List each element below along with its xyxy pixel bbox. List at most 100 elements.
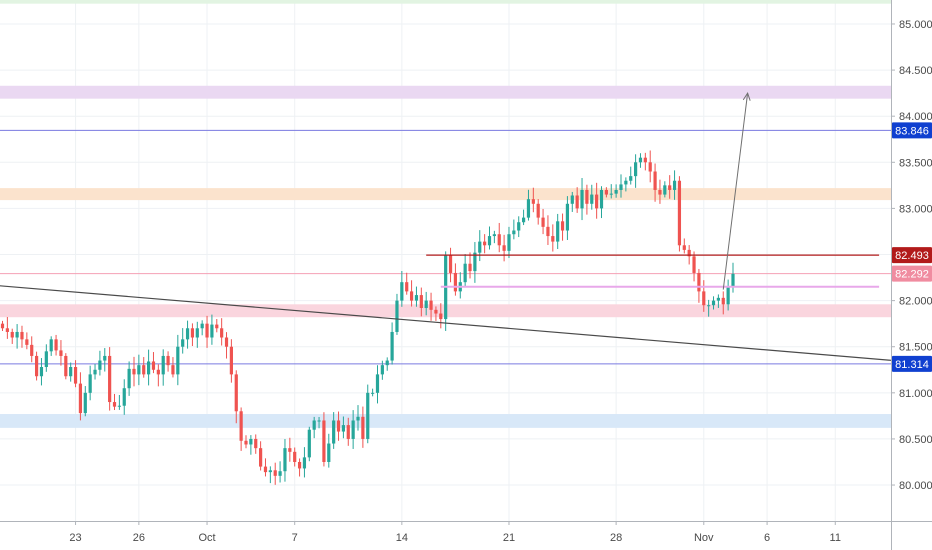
candle-body: [346, 425, 350, 439]
candle-body: [112, 402, 117, 407]
candle: [702, 280, 706, 312]
candle: [366, 384, 370, 444]
candle: [210, 314, 214, 345]
arrow-head: [742, 91, 751, 101]
candle: [570, 191, 574, 212]
time-tick-label: 28: [610, 532, 622, 544]
candle-body: [439, 313, 443, 320]
candle: [668, 175, 672, 199]
candle: [147, 349, 151, 386]
candle: [0, 320, 5, 332]
candle-body: [132, 368, 136, 375]
candle-body: [395, 300, 399, 332]
candle-body: [176, 346, 180, 375]
candle-body: [473, 252, 477, 272]
price-tick-label: 84.500: [899, 65, 932, 77]
candle-body: [44, 351, 48, 368]
candle: [473, 242, 477, 283]
candle: [536, 199, 540, 225]
candle: [512, 219, 516, 240]
candle-body: [361, 416, 365, 439]
candle-body: [69, 367, 73, 377]
candle: [234, 370, 238, 424]
projection-arrow: [722, 93, 749, 290]
candle: [429, 292, 433, 321]
candle: [317, 417, 321, 429]
candle-body: [541, 217, 545, 227]
candle-body: [478, 241, 482, 253]
candle: [677, 176, 682, 252]
candle-body: [93, 369, 97, 375]
candle-body: [336, 420, 341, 432]
candle: [726, 279, 730, 311]
candle-body: [419, 295, 423, 308]
candle: [385, 357, 389, 371]
candle: [565, 196, 570, 241]
candle: [108, 347, 112, 411]
candle: [302, 447, 307, 478]
candle-body: [614, 189, 618, 194]
candle: [293, 447, 297, 467]
candle: [25, 332, 29, 350]
price-tick-label: 83.000: [899, 203, 932, 215]
time-tick-label: Oct: [198, 532, 215, 544]
candle-body: [185, 328, 190, 340]
candle: [122, 379, 126, 415]
price-tick-label: 82.000: [899, 296, 932, 308]
candle: [634, 154, 638, 188]
candle: [380, 360, 384, 380]
candle-body: [122, 388, 126, 406]
candle-body: [468, 263, 472, 272]
candle: [599, 186, 604, 219]
candle-body: [244, 440, 248, 445]
candle: [560, 213, 565, 241]
price-zone: [0, 188, 891, 201]
candle-body: [663, 185, 667, 195]
candle-body: [278, 471, 282, 476]
time-tick-label: 6: [764, 532, 770, 544]
candle: [166, 351, 170, 372]
candle-body: [707, 305, 711, 307]
candle-body: [385, 360, 389, 366]
candle-body: [521, 217, 526, 223]
candle-body: [366, 392, 370, 439]
time-tick-label: 23: [69, 532, 81, 544]
price-badge-label: 82.493: [895, 250, 929, 262]
candle-body: [263, 466, 268, 473]
candle: [556, 213, 560, 250]
candle-body: [448, 255, 453, 273]
candle: [375, 365, 380, 404]
candle: [351, 410, 355, 449]
candle: [88, 365, 92, 401]
candle-body: [205, 323, 209, 338]
candle: [327, 433, 331, 468]
price-badge-label: 82.292: [895, 269, 929, 281]
candle-body: [546, 226, 550, 237]
candle-body: [25, 339, 29, 345]
candle-body: [619, 184, 623, 190]
candle-body: [249, 438, 253, 445]
candle: [288, 437, 292, 462]
candle-body: [78, 383, 83, 414]
candle: [176, 334, 180, 386]
candle: [322, 412, 326, 467]
candle: [624, 177, 628, 192]
candle: [424, 291, 428, 316]
candle: [361, 406, 365, 448]
candle-body: [293, 451, 297, 462]
candle-body: [283, 448, 287, 472]
candle-body: [88, 374, 92, 393]
candle: [273, 462, 277, 485]
candle: [531, 187, 535, 213]
candle: [185, 320, 190, 349]
candle-body: [512, 230, 516, 235]
candle-body: [692, 256, 696, 273]
candle-body: [103, 355, 107, 361]
candle: [307, 426, 311, 462]
candle-body: [239, 411, 243, 441]
candle-body: [507, 234, 511, 251]
price-tick-label: 84.000: [899, 111, 932, 123]
candle-body: [356, 416, 360, 421]
candle: [244, 435, 248, 449]
candle-body: [234, 374, 238, 412]
